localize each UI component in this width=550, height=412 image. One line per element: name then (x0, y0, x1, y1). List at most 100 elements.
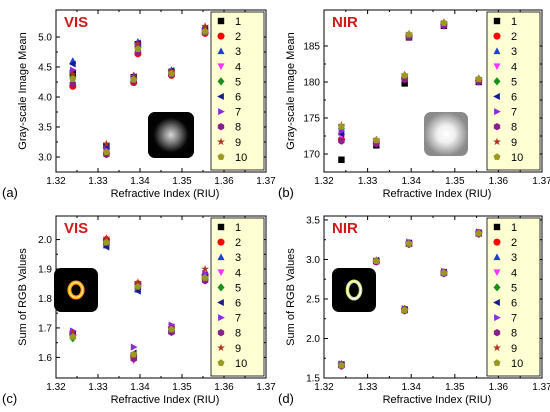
y-tick-label: 3.5 (306, 215, 320, 226)
y-tick-label: 4.0 (38, 93, 52, 104)
x-tick-label: 1.37 (256, 382, 276, 393)
x-tick-label: 1.36 (489, 382, 509, 393)
legend-entry-label: 2 (235, 237, 241, 249)
y-tick-label: 180 (303, 78, 320, 89)
legend-marker (217, 153, 225, 160)
data-point-series-10 (401, 71, 409, 79)
y-tick-label: 4.5 (38, 63, 52, 74)
x-tick-label: 1.32 (314, 382, 334, 393)
legend-marker (493, 329, 501, 337)
legend-marker (217, 298, 224, 307)
legend-entry-label: 1 (511, 222, 517, 234)
legend-marker (493, 343, 501, 352)
legend-marker (217, 47, 225, 55)
panel-label: (b) (278, 185, 294, 200)
legend-marker (217, 77, 225, 86)
data-point-series-7 (130, 343, 138, 351)
legend-marker (217, 283, 225, 292)
y-tick-label: 3.0 (306, 255, 320, 266)
data-point-series-10 (134, 283, 142, 290)
legend-entry-label: 3 (235, 252, 241, 264)
data-point-series-10 (475, 75, 483, 83)
data-point-series-8 (338, 137, 345, 145)
legend-marker (493, 253, 501, 261)
data-point-series-10 (102, 148, 110, 156)
legend-entry-label: 9 (511, 343, 517, 355)
x-tick-label: 1.35 (445, 176, 465, 187)
x-tick-label: 1.36 (489, 176, 509, 187)
legend-marker (217, 137, 225, 146)
legend-marker (493, 63, 501, 71)
data-point-series-10 (475, 229, 483, 237)
legend-entry-label: 10 (511, 358, 523, 370)
data-point-series-10 (372, 257, 380, 265)
data-point-series-10 (168, 325, 175, 333)
y-tick-label: 1.7 (38, 323, 52, 334)
legend-entry-label: 8 (511, 122, 517, 134)
data-point-series-10 (134, 45, 142, 52)
legend-entry-label: 1 (235, 16, 241, 28)
legend-entry-label: 2 (511, 31, 517, 43)
y-tick-label: 3.5 (38, 123, 52, 134)
chart-panel-1: 1.32 1.33 1.34 1.35 1.36 1.37 3.0 3.5 4.0 4.5 5.0 R… (2, 9, 276, 200)
legend-marker (217, 359, 225, 366)
data-point-series-9 (201, 264, 210, 273)
legend-entry-label: 6 (511, 298, 517, 310)
x-tick-label: 1.37 (256, 176, 276, 187)
legend-marker (494, 314, 501, 322)
legend-marker (493, 359, 501, 366)
legend-marker (217, 223, 225, 231)
legend-marker (494, 108, 501, 116)
chart-panel-3: 1.32 1.33 1.34 1.35 1.36 1.37 1.6 1.7 1.8 1.9 2.0 R… (2, 215, 276, 406)
data-point-series-10 (69, 75, 77, 82)
legend-marker (217, 269, 225, 277)
data-point-series-10 (69, 333, 77, 340)
x-tick-label: 1.33 (88, 382, 108, 393)
y-tick-label: 1.9 (38, 265, 52, 276)
legend-marker (217, 343, 225, 352)
legend-marker (218, 108, 225, 116)
data-point-series-9 (201, 22, 210, 30)
legend-marker (493, 283, 501, 292)
legend-entry-label: 5 (235, 282, 241, 294)
legend-marker (217, 329, 225, 337)
legend-entry-label: 9 (235, 137, 241, 149)
legend-entry-label: 9 (235, 343, 241, 355)
legend-marker (217, 238, 225, 246)
data-point-series-9 (133, 39, 142, 47)
legend-entry-label: 3 (511, 46, 517, 58)
legend-entry-label: 5 (511, 76, 517, 88)
legend-marker (493, 153, 501, 160)
y-axis-label: Gray-scale Image Mean (17, 32, 29, 149)
legend-marker (493, 269, 501, 277)
data-point-series-10 (130, 75, 138, 83)
legend-entry-label: 6 (511, 92, 517, 104)
spectrum-tag: NIR (332, 14, 358, 31)
legend-entry-label: 7 (235, 107, 241, 119)
legend-entry-label: 7 (511, 107, 517, 119)
x-tick-label: 1.32 (46, 176, 66, 187)
panel-label: (c) (2, 391, 17, 406)
legend-entry-label: 4 (235, 267, 241, 279)
x-tick-label: 1.33 (358, 382, 378, 393)
y-tick-label: 1.8 (38, 294, 52, 305)
legend-marker (217, 123, 225, 131)
chart-panel-2: 1.32 1.33 1.34 1.35 1.36 1.37170175180185Refr… (278, 9, 550, 200)
data-point-series-10 (168, 69, 175, 77)
data-point-series-9 (68, 328, 77, 336)
y-tick-label: 2.5 (306, 294, 320, 305)
legend-entry-label: 2 (235, 31, 241, 43)
legend-entry-label: 3 (235, 46, 241, 58)
spectrum-tag: VIS (64, 14, 88, 31)
y-tick-label: 2.0 (306, 334, 320, 345)
spectrum-tag: NIR (332, 220, 358, 237)
legend-marker (493, 47, 501, 55)
x-axis-label: Refractive Index (RIU) (111, 188, 220, 200)
x-tick-label: 1.34 (401, 176, 421, 187)
x-tick-label: 1.37 (532, 176, 550, 187)
data-point-series-10 (201, 27, 209, 35)
legend-marker (493, 238, 501, 246)
legend-marker (217, 32, 225, 40)
y-tick-label: 1.5 (306, 374, 320, 385)
